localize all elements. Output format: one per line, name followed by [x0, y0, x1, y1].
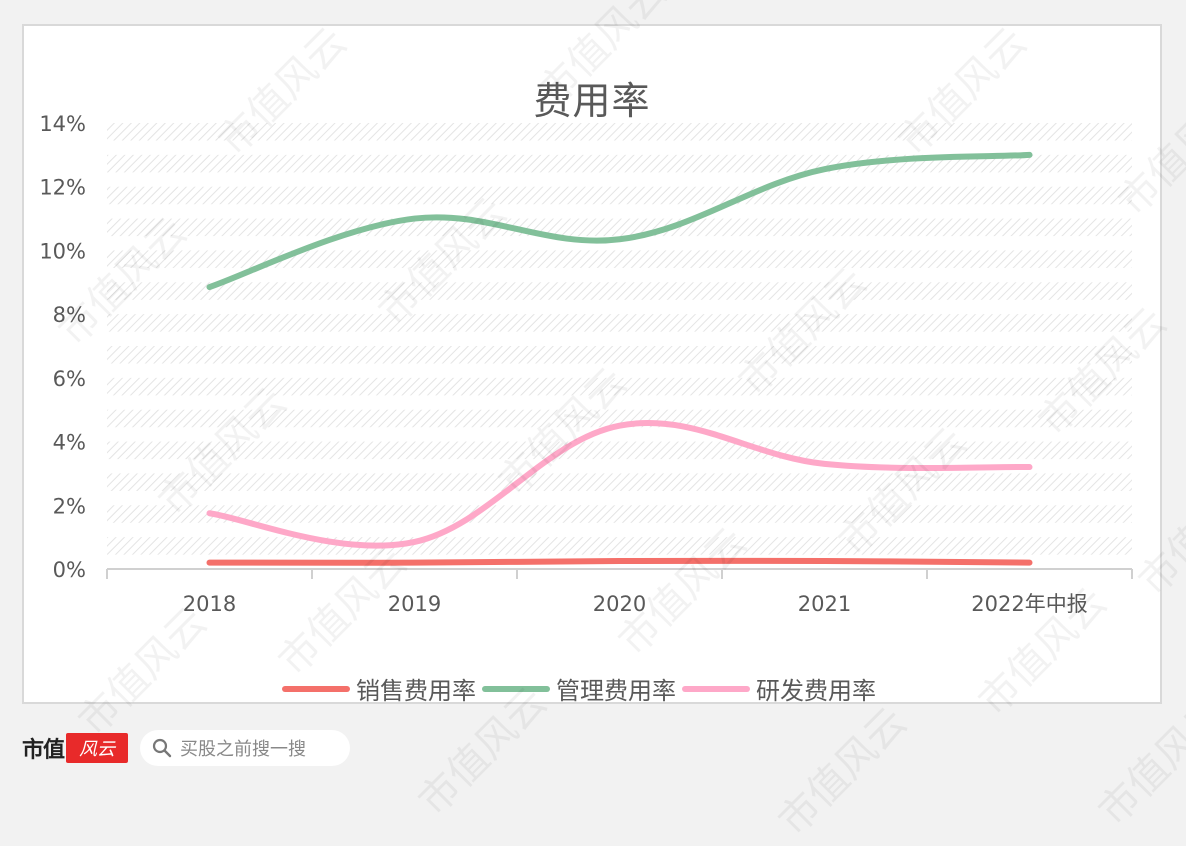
search-box[interactable]: 买股之前搜一搜	[140, 730, 351, 766]
legend-label: 研发费用率	[756, 677, 876, 705]
legend-label: 销售费用率	[356, 677, 476, 705]
y-tick-label: 8%	[53, 303, 86, 327]
search-placeholder: 买股之前搜一搜	[180, 739, 307, 760]
series-line	[206, 557, 1033, 566]
watermark-text: 市值风云	[769, 698, 916, 845]
x-tick-label: 2020	[593, 592, 646, 616]
brand-logo-text: 市值	[22, 737, 65, 763]
y-tick-label: 4%	[53, 431, 86, 455]
chart-card: 费用率 0% 2% 4% 6% 8% 10% 12% 14% 2018 2019 2020 2021…	[22, 24, 1162, 706]
y-tick-label: 12%	[39, 176, 86, 200]
legend-item[interactable]: 管理费用率	[482, 671, 676, 706]
x-tick-label: 2022年中报	[971, 592, 1087, 616]
x-tick-label: 2021	[798, 592, 851, 616]
legend-item[interactable]: 销售费用率	[282, 671, 476, 706]
chart-title: 费用率	[533, 79, 651, 123]
x-axis: 2018 2019 2020 2021 2022年中报	[106, 568, 1133, 616]
series-line	[206, 151, 1033, 291]
legend-swatch	[282, 685, 350, 692]
chart-legend: 销售费用率 管理费用率 研发费用率	[282, 671, 876, 706]
x-tick-label: 2019	[388, 592, 441, 616]
series-line	[206, 419, 1033, 549]
search-icon	[152, 738, 172, 758]
legend-label: 管理费用率	[556, 677, 676, 705]
series-lines	[206, 151, 1033, 566]
y-tick-label: 10%	[39, 239, 86, 263]
legend-swatch	[482, 685, 550, 692]
line-chart: 0% 2% 4% 6% 8% 10% 12% 14% 2018 2019 2020 2021 2022…	[39, 112, 1133, 616]
y-axis: 0% 2% 4% 6% 8% 10% 12% 14%	[39, 112, 86, 582]
y-tick-label: 6%	[53, 367, 86, 391]
brand-logo-badge: 风云	[66, 733, 129, 763]
footer-bar: 市值 风云 买股之前搜一搜	[22, 730, 351, 766]
y-tick-label: 14%	[39, 112, 86, 136]
legend-item[interactable]: 研发费用率	[682, 671, 876, 706]
y-tick-label: 0%	[53, 558, 86, 582]
x-tick-label: 2018	[183, 592, 236, 616]
grid-bands	[107, 123, 1132, 555]
legend-swatch	[682, 685, 750, 692]
y-tick-label: 2%	[53, 494, 86, 518]
